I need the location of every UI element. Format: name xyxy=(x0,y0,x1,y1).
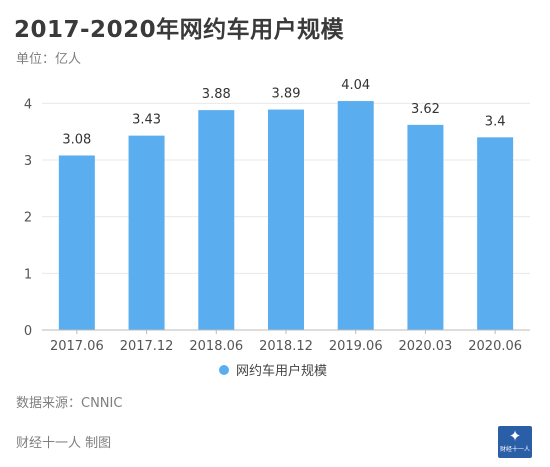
brand-logo: ✦ 财经十一人 xyxy=(498,426,532,458)
data-label: 3.88 xyxy=(202,87,231,102)
chart-title: 2017-2020年网约车用户规模 xyxy=(14,17,345,43)
bar xyxy=(268,109,304,330)
x-tick-label: 2020.03 xyxy=(399,339,453,354)
data-labels: 3.08 3.43 3.88 3.89 4.04 3.62 3.4 xyxy=(62,78,505,147)
data-label: 4.04 xyxy=(341,78,370,93)
x-tick-label: 2018.12 xyxy=(259,339,313,354)
y-tick-label: 1 xyxy=(24,267,32,282)
y-tick-label: 0 xyxy=(24,324,32,339)
x-tick-label: 2017.12 xyxy=(120,339,174,354)
y-tick-label: 3 xyxy=(24,154,32,169)
x-tick-label: 2018.06 xyxy=(189,339,243,354)
bar xyxy=(198,110,235,330)
bar xyxy=(477,137,514,330)
data-label: 3.62 xyxy=(411,102,440,117)
data-label: 3.89 xyxy=(272,87,301,102)
y-tick-label: 2 xyxy=(24,211,32,226)
x-tick-label: 2020.06 xyxy=(468,339,522,354)
bar xyxy=(128,135,165,330)
bar xyxy=(337,101,374,330)
credit-text: 财经十一人 制图 xyxy=(16,436,112,451)
x-tick-label: 2019.06 xyxy=(329,339,383,354)
bar xyxy=(58,155,95,330)
unit-label: 单位：亿人 xyxy=(16,52,82,67)
data-label: 3.08 xyxy=(62,132,91,147)
data-label: 3.43 xyxy=(132,113,161,128)
bar-chart: 0 1 2 3 4 3.08 3.43 3.88 3.89 4.04 3.62 3.4 2017.0… xyxy=(24,78,530,379)
data-label: 3.4 xyxy=(485,114,506,129)
logo-text: 财经十一人 xyxy=(499,446,530,453)
bars xyxy=(58,101,514,330)
y-axis-ticks: 0 1 2 3 4 xyxy=(24,97,32,339)
data-source: 数据来源：CNNIC xyxy=(16,396,123,411)
x-tick-label: 2017.06 xyxy=(50,339,104,354)
legend-label: 网约车用户规模 xyxy=(236,363,327,379)
y-tick-label: 4 xyxy=(24,97,32,112)
x-axis-ticks: 2017.06 2017.12 2018.06 2018.12 2019.06 2020.… xyxy=(50,330,522,354)
logo-icon: ✦ xyxy=(508,427,522,445)
legend-swatch xyxy=(219,365,229,375)
legend: 网约车用户规模 xyxy=(219,363,327,379)
bar xyxy=(407,124,444,330)
